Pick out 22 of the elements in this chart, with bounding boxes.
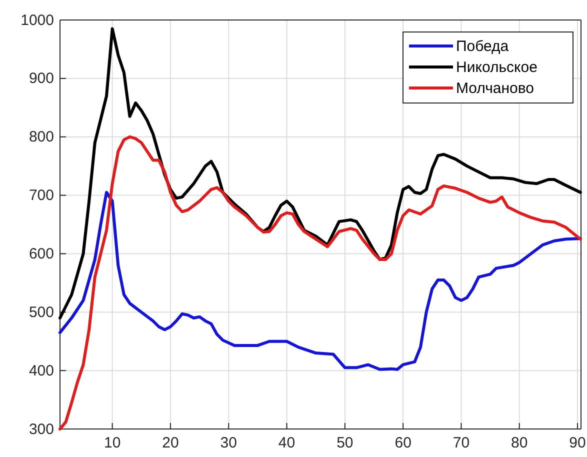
- x-tick-label: 60: [394, 434, 412, 452]
- legend-label: Никольское: [456, 59, 538, 76]
- x-tick-label: 80: [511, 434, 528, 452]
- x-tick-label: 40: [278, 434, 296, 452]
- x-tick-label: 10: [104, 434, 121, 452]
- line-series: [58, 27, 582, 320]
- x-tick-label: 70: [452, 434, 470, 452]
- x-tick-label: 50: [336, 434, 354, 452]
- legend-label: Молчаново: [456, 80, 534, 97]
- y-tick-label: 400: [28, 362, 54, 380]
- y-tick-label: 1000: [20, 12, 54, 29]
- line-series: [58, 190, 582, 371]
- legend-label: Победа: [456, 38, 510, 55]
- y-tick-label: 500: [28, 304, 54, 321]
- y-tick-label: 600: [28, 246, 54, 263]
- x-tick-label: 30: [220, 434, 237, 452]
- y-tick-label: 300: [28, 420, 54, 438]
- y-tick-label: 900: [28, 70, 54, 88]
- y-tick-label: 700: [28, 187, 54, 204]
- x-tick-label: 20: [162, 434, 179, 452]
- x-tick-label: 90: [569, 434, 586, 452]
- y-tick-label: 800: [28, 128, 54, 146]
